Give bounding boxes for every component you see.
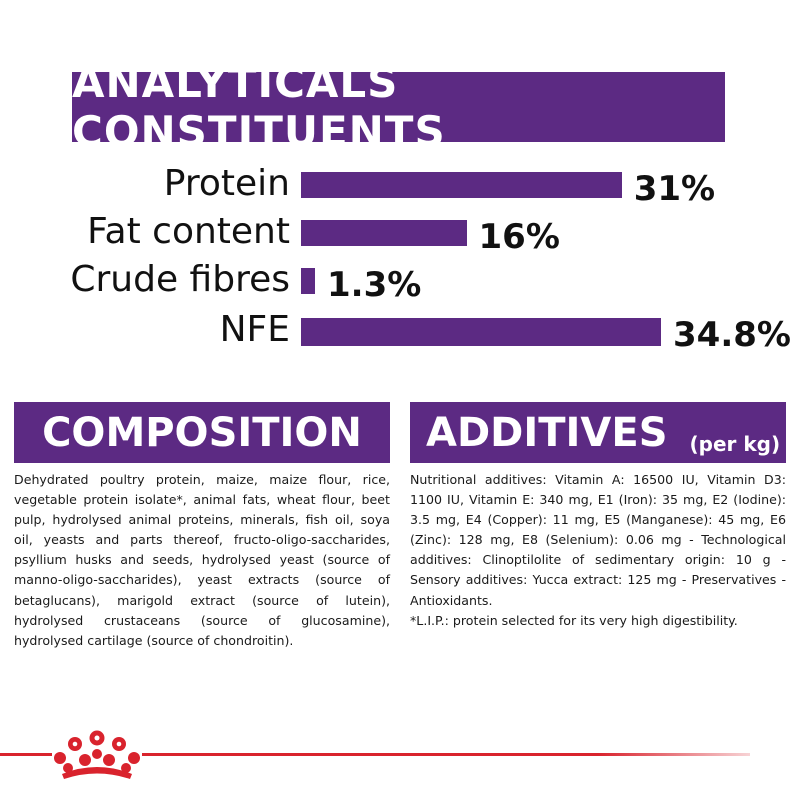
brand-line-left <box>0 753 52 756</box>
row-label: Crude fibres <box>70 259 290 300</box>
additives-title: ADDITIVES <box>426 409 668 456</box>
analyticals-title: ANALYTICALS CONSTITUENTS <box>72 58 446 156</box>
bar-value-label: 16% <box>478 217 560 257</box>
row-label: Fat content <box>87 211 290 252</box>
bar-value-label: 34.8% <box>673 315 791 355</box>
composition-title: COMPOSITION <box>42 409 362 456</box>
additives-banner: ADDITIVES (per kg) <box>410 402 786 463</box>
composition-banner: COMPOSITION <box>14 402 390 463</box>
composition-text: Dehydrated poultry protein, maize, maize… <box>14 472 390 648</box>
bar-value-label: 1.3% <box>327 265 422 305</box>
bar <box>301 318 661 346</box>
row-label: NFE <box>219 309 290 350</box>
analyticals-banner: ANALYTICALS CONSTITUENTS <box>72 58 725 156</box>
additives-text: Nutritional additives: Vitamin A: 16500 … <box>410 472 786 608</box>
brand-line-right <box>142 753 750 756</box>
royal-canin-crown-icon <box>54 730 140 779</box>
bar <box>301 172 622 198</box>
row-label: Protein <box>163 163 290 204</box>
bar <box>301 220 467 246</box>
bar-value-label: 31% <box>633 169 716 209</box>
additives-unit: (per kg) <box>689 431 781 456</box>
additives-text-block: Nutritional additives: Vitamin A: 16500 … <box>410 470 786 631</box>
bar <box>301 268 315 294</box>
additives-footnote: *L.I.P.: protein selected for its very h… <box>410 612 738 628</box>
